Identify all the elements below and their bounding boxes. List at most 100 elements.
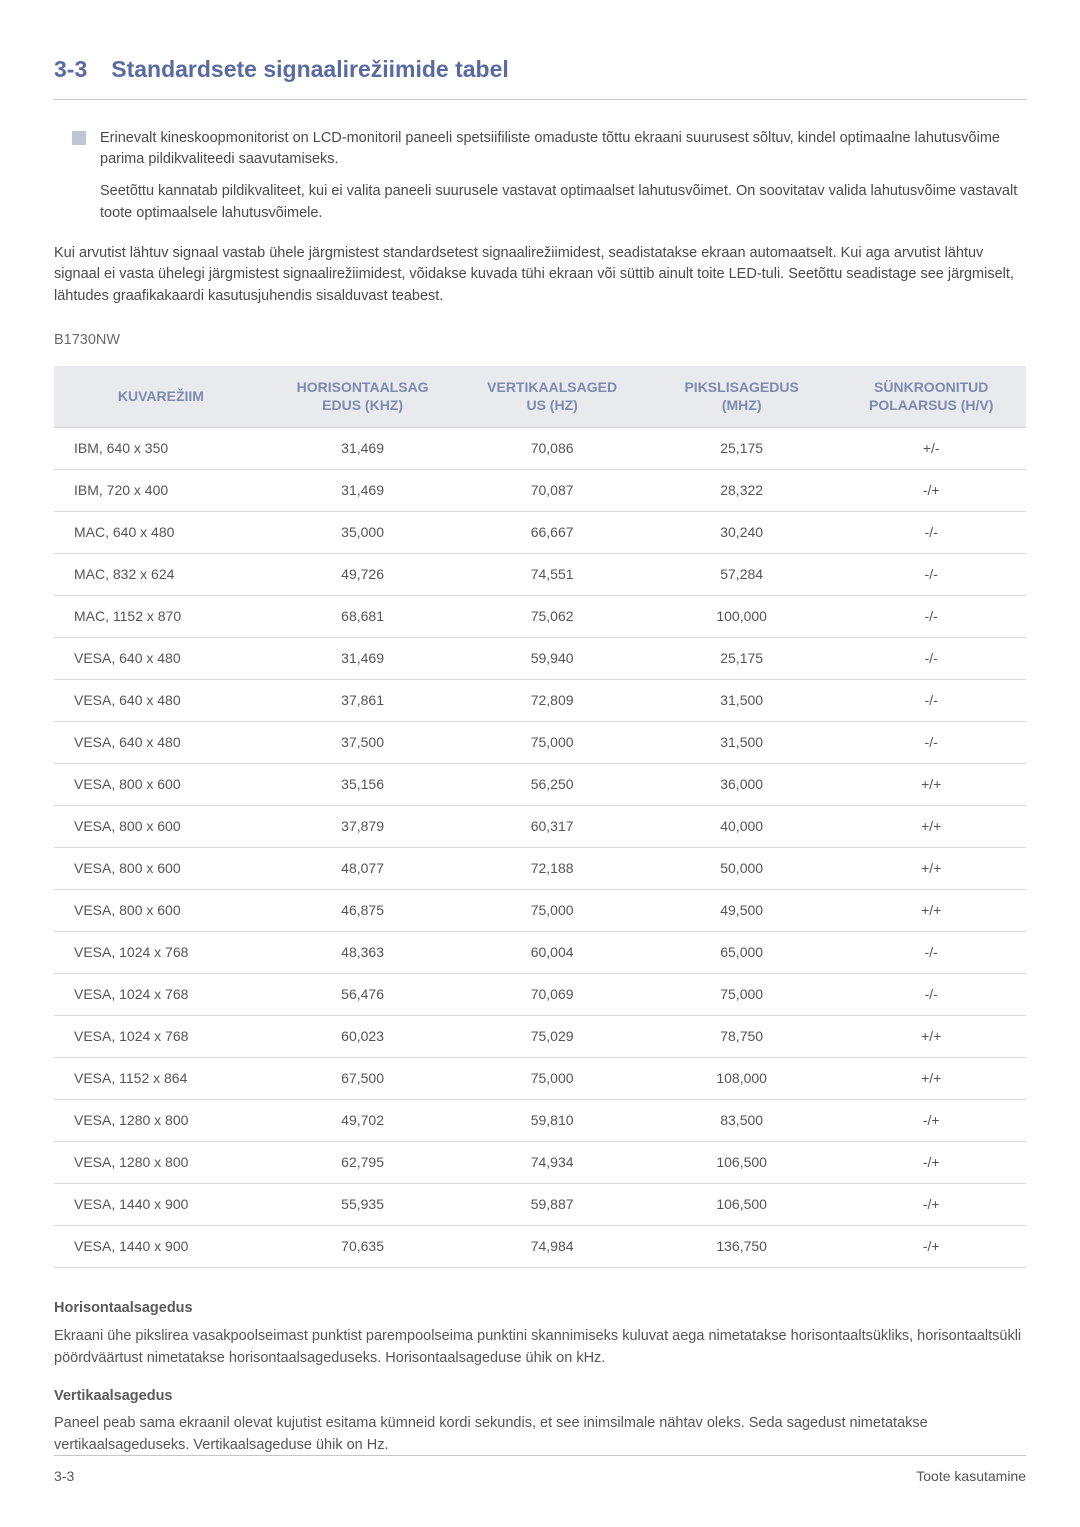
table-cell: VESA, 1440 x 900 [54,1184,268,1226]
table-row: IBM, 640 x 35031,46970,08625,175+/- [54,428,1026,470]
table-cell: 36,000 [647,764,837,806]
table-cell: -/+ [836,1142,1026,1184]
table-row: VESA, 1152 x 86467,50075,000108,000+/+ [54,1058,1026,1100]
table-cell: 65,000 [647,932,837,974]
table-cell: VESA, 1024 x 768 [54,974,268,1016]
table-row: MAC, 832 x 62449,72674,55157,284-/- [54,554,1026,596]
table-cell: +/+ [836,764,1026,806]
table-cell: VESA, 1440 x 900 [54,1226,268,1268]
table-cell: 31,469 [268,470,458,512]
table-cell: 75,000 [647,974,837,1016]
table-cell: 48,077 [268,848,458,890]
table-cell: 25,175 [647,638,837,680]
table-cell: 75,029 [457,1016,647,1058]
table-cell: -/+ [836,470,1026,512]
table-cell: 37,861 [268,680,458,722]
definitions: Horisontaalsagedus Ekraani ühe pikslirea… [54,1298,1026,1457]
note-icon [72,131,86,145]
table-cell: 28,322 [647,470,837,512]
table-cell: 83,500 [647,1100,837,1142]
footer-right: Toote kasutamine [916,1466,1026,1487]
table-cell: -/- [836,722,1026,764]
table-cell: -/- [836,554,1026,596]
def-h-title: Horisontaalsagedus [54,1298,1026,1320]
table-cell: VESA, 640 x 480 [54,722,268,764]
table-cell: -/- [836,512,1026,554]
section-heading: 3-3 Standardsete signaalirežiimide tabel [54,52,1026,100]
table-cell: 60,004 [457,932,647,974]
table-cell: 57,284 [647,554,837,596]
page-footer: 3-3 Toote kasutamine [54,1455,1026,1487]
table-cell: 67,500 [268,1058,458,1100]
def-h-body: Ekraani ühe pikslirea vasakpoolseimast p… [54,1326,1026,1370]
table-cell: 74,551 [457,554,647,596]
table-cell: -/+ [836,1184,1026,1226]
table-row: VESA, 800 x 60037,87960,31740,000+/+ [54,806,1026,848]
table-cell: 30,240 [647,512,837,554]
def-v-title: Vertikaalsagedus [54,1386,1026,1408]
table-cell: 48,363 [268,932,458,974]
table-cell: VESA, 1024 x 768 [54,1016,268,1058]
table-cell: +/+ [836,890,1026,932]
table-row: MAC, 640 x 48035,00066,66730,240-/- [54,512,1026,554]
table-cell: VESA, 1152 x 864 [54,1058,268,1100]
table-cell: 49,702 [268,1100,458,1142]
table-cell: 55,935 [268,1184,458,1226]
section-title: Standardsete signaalirežiimide tabel [111,56,509,82]
table-cell: VESA, 800 x 600 [54,848,268,890]
table-cell: 100,000 [647,596,837,638]
table-cell: 68,681 [268,596,458,638]
table-header: KUVAREŽIIM [54,366,268,428]
table-cell: 72,809 [457,680,647,722]
table-cell: -/- [836,932,1026,974]
table-cell: -/- [836,638,1026,680]
table-cell: 74,934 [457,1142,647,1184]
table-cell: +/+ [836,848,1026,890]
table-cell: 75,000 [457,890,647,932]
table-cell: VESA, 800 x 600 [54,806,268,848]
table-cell: MAC, 640 x 480 [54,512,268,554]
table-cell: 62,795 [268,1142,458,1184]
footer-left: 3-3 [54,1466,74,1487]
table-row: VESA, 640 x 48037,50075,00031,500-/- [54,722,1026,764]
table-row: VESA, 1440 x 90055,93559,887106,500-/+ [54,1184,1026,1226]
table-cell: +/+ [836,1016,1026,1058]
table-cell: 35,000 [268,512,458,554]
model-name: B1730NW [54,330,1026,352]
table-cell: +/- [836,428,1026,470]
table-cell: IBM, 640 x 350 [54,428,268,470]
table-cell: 50,000 [647,848,837,890]
table-cell: -/+ [836,1226,1026,1268]
section-number: 3-3 [54,56,87,82]
table-cell: 49,726 [268,554,458,596]
table-cell: 35,156 [268,764,458,806]
table-cell: -/+ [836,1100,1026,1142]
table-cell: VESA, 1280 x 800 [54,1142,268,1184]
table-header: SÜNKROONITUDPOLAARSUS (H/V) [836,366,1026,428]
table-cell: 66,667 [457,512,647,554]
note-row: Erinevalt kineskoopmonitorist on LCD-mon… [72,128,1026,172]
note-block: Erinevalt kineskoopmonitorist on LCD-mon… [72,128,1026,225]
table-cell: 72,188 [457,848,647,890]
table-row: VESA, 640 x 48031,46959,94025,175-/- [54,638,1026,680]
table-cell: +/+ [836,806,1026,848]
table-cell: 136,750 [647,1226,837,1268]
table-cell: 106,500 [647,1184,837,1226]
table-cell: VESA, 640 x 480 [54,638,268,680]
table-cell: 31,469 [268,428,458,470]
table-cell: 60,023 [268,1016,458,1058]
signal-modes-table: KUVAREŽIIMHORISONTAALSAGEDUS (KHZ)VERTIK… [54,366,1026,1269]
table-cell: -/- [836,680,1026,722]
table-cell: +/+ [836,1058,1026,1100]
table-row: VESA, 1024 x 76860,02375,02978,750+/+ [54,1016,1026,1058]
table-cell: 75,000 [457,722,647,764]
table-row: VESA, 1280 x 80062,79574,934106,500-/+ [54,1142,1026,1184]
table-cell: 106,500 [647,1142,837,1184]
table-cell: 108,000 [647,1058,837,1100]
table-cell: MAC, 832 x 624 [54,554,268,596]
table-cell: 31,469 [268,638,458,680]
table-cell: 31,500 [647,722,837,764]
table-cell: 56,250 [457,764,647,806]
note-text-1: Erinevalt kineskoopmonitorist on LCD-mon… [100,128,1026,172]
table-cell: VESA, 800 x 600 [54,890,268,932]
